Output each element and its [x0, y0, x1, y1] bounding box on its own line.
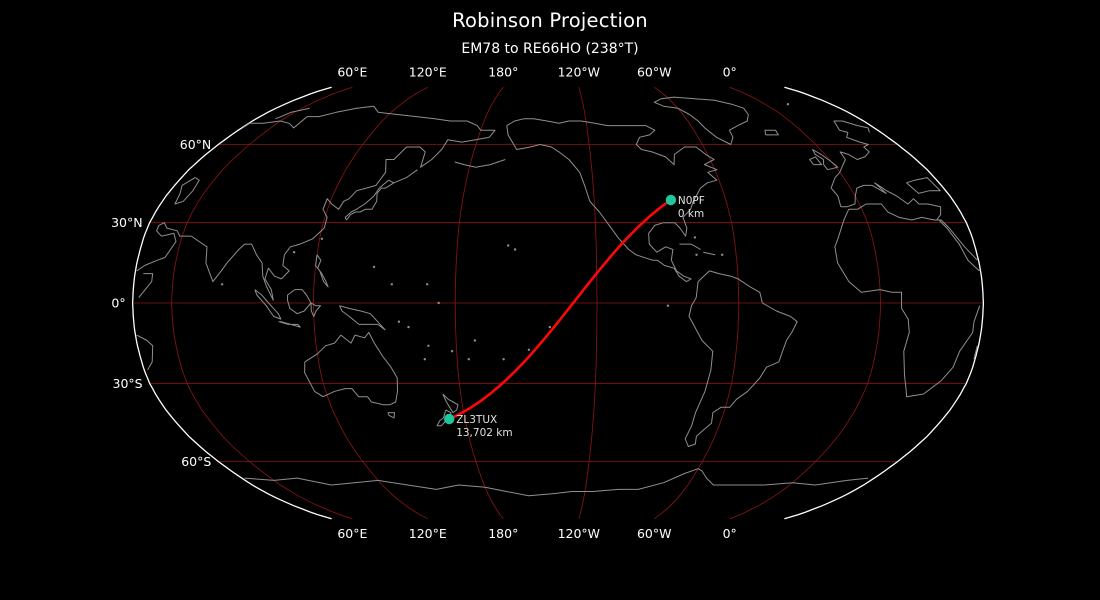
island-galapagos	[666, 304, 670, 307]
lon-tick-label-bottom: 120°W	[558, 526, 600, 541]
graticule-meridian	[578, 87, 598, 519]
island-new-caledonia	[423, 358, 426, 361]
lon-tick-label-bottom: 60°E	[337, 526, 367, 541]
coastline-java	[278, 321, 301, 328]
coastline-black-sea	[906, 177, 941, 194]
lon-tick-label-bottom: 60°W	[637, 526, 672, 541]
coastline-iceland	[764, 129, 779, 136]
lon-tick-label-top: 0°	[723, 65, 737, 80]
coastline-sumatra	[254, 289, 282, 320]
coastline-new-zealand-north	[442, 393, 459, 414]
graticule-meridian	[729, 86, 882, 520]
island-guam	[372, 265, 376, 269]
island-vanuatu	[427, 344, 430, 347]
island-caroline	[390, 283, 393, 286]
destination-marker	[444, 413, 455, 425]
lon-tick-label-top: 60°E	[337, 65, 367, 80]
lat-tick-label: 60°N	[180, 137, 212, 152]
island-taiwan	[320, 237, 324, 240]
island-gilbert	[437, 301, 440, 305]
coastline-hispaniola	[703, 251, 716, 256]
coastline-cuba	[679, 243, 701, 250]
island-solomon-2	[397, 320, 401, 323]
page-title: Robinson Projection	[452, 9, 648, 32]
island-fiji	[450, 350, 454, 353]
island-jamaica	[695, 253, 698, 256]
coastline-australia	[304, 331, 398, 406]
coastline-north-america	[506, 118, 718, 283]
coastline-new-guinea	[339, 305, 386, 331]
origin-distance-label: 0 km	[678, 208, 704, 220]
lon-tick-label-bottom: 120°E	[409, 526, 447, 541]
destination-callsign-label: ZL3TUX	[456, 414, 497, 426]
coastline-greenland	[653, 96, 749, 145]
island-bahamas	[693, 236, 697, 239]
graticule-meridian	[171, 86, 353, 520]
lon-tick-label-top: 120°E	[409, 65, 447, 80]
graticule-meridian	[653, 86, 740, 520]
lon-tick-label-top: 180°	[488, 65, 518, 80]
island-hawaii-2	[507, 244, 510, 247]
lon-tick-label-bottom: 180°	[488, 526, 518, 541]
destination-distance-label: 13,702 km	[456, 427, 512, 439]
island-cook	[502, 358, 505, 361]
lat-tick-label: 0°	[111, 296, 125, 311]
coastline-sulawesi	[310, 302, 322, 317]
coastline-novaya-zemlya	[275, 107, 310, 120]
lat-tick-label: 60°S	[181, 454, 211, 469]
coastline-south-america	[684, 270, 798, 447]
coastline-antarctica	[244, 468, 869, 497]
coastline-aleutians	[454, 159, 506, 168]
island-solomon	[407, 325, 410, 329]
coastline-madagascar	[136, 334, 978, 371]
island-hawaii	[513, 248, 517, 251]
island-marquesas	[548, 325, 551, 329]
map-outline	[131, 86, 985, 520]
island-puerto-rico	[721, 253, 724, 256]
graticule-meridian	[454, 86, 504, 520]
origin-callsign-label: N0PF	[678, 195, 705, 207]
coastline-caspian-sea	[174, 177, 200, 205]
great-circle-path	[447, 198, 673, 421]
coastline-tasmania	[387, 412, 395, 419]
route-subtitle: EM78 to RE66HO (238°T)	[461, 41, 639, 57]
coastline-africa	[138, 203, 981, 398]
origin-marker	[665, 194, 677, 206]
coastline-borneo	[287, 289, 312, 315]
coastline-ireland	[809, 156, 823, 166]
island-tonga	[467, 358, 470, 361]
coastline-kurils	[393, 169, 418, 184]
coastline-great-britain	[812, 149, 839, 171]
coastline-eurasia	[136, 105, 978, 301]
island-tahiti	[527, 348, 531, 351]
island-hainan	[292, 251, 296, 254]
lon-tick-label-bottom: 0°	[723, 526, 737, 541]
graticule-meridian	[312, 86, 428, 520]
lat-tick-label: 30°N	[111, 215, 143, 230]
coastline-philippines	[315, 254, 329, 288]
island-marshall	[426, 283, 429, 286]
island-samoa	[473, 339, 477, 342]
island-svalbard	[786, 103, 790, 106]
lon-tick-label-top: 60°W	[637, 65, 672, 80]
coastline-japan	[344, 179, 395, 221]
island-sri-lanka	[220, 283, 224, 286]
lon-tick-label-top: 120°W	[558, 65, 600, 80]
lat-tick-label: 30°S	[113, 376, 143, 391]
